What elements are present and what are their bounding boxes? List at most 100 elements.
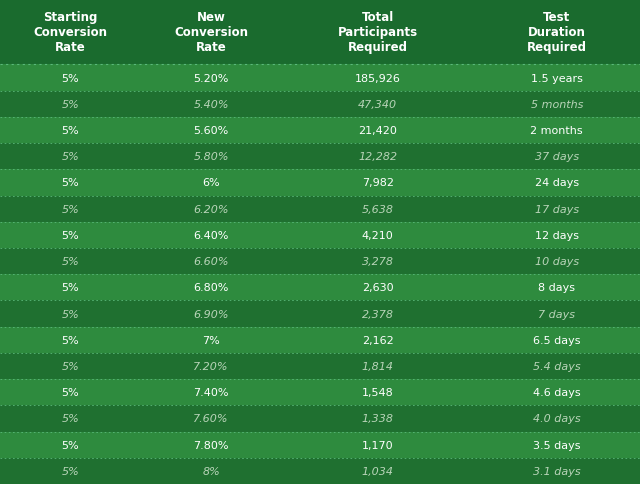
Text: Total
Participants
Required: Total Participants Required — [337, 11, 418, 54]
Bar — [141, 65, 282, 91]
Text: 5%: 5% — [61, 257, 79, 267]
Bar — [282, 379, 474, 406]
Bar — [141, 248, 282, 275]
Bar — [141, 327, 282, 353]
Text: 2,378: 2,378 — [362, 309, 394, 319]
Bar — [474, 196, 640, 222]
Bar — [0, 379, 141, 406]
Text: 5%: 5% — [61, 230, 79, 241]
Bar — [282, 118, 474, 144]
Text: 7.60%: 7.60% — [193, 414, 229, 424]
Text: 6.20%: 6.20% — [193, 204, 229, 214]
Text: 5.20%: 5.20% — [193, 74, 229, 83]
Bar — [0, 118, 141, 144]
Bar — [141, 379, 282, 406]
Text: 3.1 days: 3.1 days — [533, 466, 580, 476]
Bar — [282, 275, 474, 301]
Text: 7.40%: 7.40% — [193, 387, 229, 397]
Text: 5%: 5% — [61, 283, 79, 293]
Text: 5.40%: 5.40% — [193, 100, 229, 109]
Bar — [282, 0, 474, 65]
Text: 6.5 days: 6.5 days — [533, 335, 580, 345]
Bar — [141, 118, 282, 144]
Text: 185,926: 185,926 — [355, 74, 401, 83]
Text: 5%: 5% — [61, 466, 79, 476]
Text: 5.4 days: 5.4 days — [533, 361, 580, 371]
Text: 8%: 8% — [202, 466, 220, 476]
Bar — [0, 301, 141, 327]
Bar — [141, 170, 282, 196]
Text: 5%: 5% — [61, 178, 79, 188]
Bar — [282, 353, 474, 379]
Text: 2 months: 2 months — [531, 126, 583, 136]
Text: 7%: 7% — [202, 335, 220, 345]
Text: 47,340: 47,340 — [358, 100, 397, 109]
Text: 12 days: 12 days — [535, 230, 579, 241]
Text: 5%: 5% — [61, 335, 79, 345]
Bar — [282, 144, 474, 170]
Bar — [474, 458, 640, 484]
Bar — [0, 91, 141, 118]
Text: 5 months: 5 months — [531, 100, 583, 109]
Bar — [282, 458, 474, 484]
Text: 17 days: 17 days — [535, 204, 579, 214]
Bar — [474, 406, 640, 432]
Bar — [474, 118, 640, 144]
Bar — [141, 432, 282, 458]
Text: 24 days: 24 days — [535, 178, 579, 188]
Bar — [282, 170, 474, 196]
Text: 5%: 5% — [61, 152, 79, 162]
Text: 5%: 5% — [61, 361, 79, 371]
Bar — [474, 222, 640, 248]
Bar — [0, 458, 141, 484]
Bar — [474, 432, 640, 458]
Bar — [282, 432, 474, 458]
Text: 1,034: 1,034 — [362, 466, 394, 476]
Text: 5,638: 5,638 — [362, 204, 394, 214]
Text: 3,278: 3,278 — [362, 257, 394, 267]
Bar — [0, 0, 141, 65]
Bar — [474, 327, 640, 353]
Text: 5%: 5% — [61, 414, 79, 424]
Text: 5.60%: 5.60% — [193, 126, 229, 136]
Bar — [0, 406, 141, 432]
Text: 12,282: 12,282 — [358, 152, 397, 162]
Text: 5%: 5% — [61, 440, 79, 450]
Text: 3.5 days: 3.5 days — [533, 440, 580, 450]
Bar — [141, 144, 282, 170]
Text: 1,170: 1,170 — [362, 440, 394, 450]
Bar — [282, 327, 474, 353]
Bar — [282, 65, 474, 91]
Text: 7 days: 7 days — [538, 309, 575, 319]
Bar — [0, 170, 141, 196]
Bar — [141, 0, 282, 65]
Bar — [474, 170, 640, 196]
Bar — [474, 379, 640, 406]
Text: 1,338: 1,338 — [362, 414, 394, 424]
Text: 7.80%: 7.80% — [193, 440, 229, 450]
Bar — [474, 248, 640, 275]
Bar — [474, 275, 640, 301]
Bar — [282, 196, 474, 222]
Text: 1,814: 1,814 — [362, 361, 394, 371]
Text: 37 days: 37 days — [535, 152, 579, 162]
Text: 5%: 5% — [61, 100, 79, 109]
Bar — [474, 91, 640, 118]
Bar — [141, 275, 282, 301]
Text: 7.20%: 7.20% — [193, 361, 229, 371]
Text: 8 days: 8 days — [538, 283, 575, 293]
Text: 2,162: 2,162 — [362, 335, 394, 345]
Text: 6.60%: 6.60% — [193, 257, 229, 267]
Text: 6%: 6% — [202, 178, 220, 188]
Text: Starting
Conversion
Rate: Starting Conversion Rate — [33, 11, 108, 54]
Bar — [282, 406, 474, 432]
Text: 5%: 5% — [61, 74, 79, 83]
Text: 5%: 5% — [61, 387, 79, 397]
Bar — [0, 144, 141, 170]
Bar — [0, 248, 141, 275]
Text: 1.5 years: 1.5 years — [531, 74, 583, 83]
Bar — [141, 301, 282, 327]
Bar — [0, 65, 141, 91]
Bar — [282, 91, 474, 118]
Text: 5%: 5% — [61, 126, 79, 136]
